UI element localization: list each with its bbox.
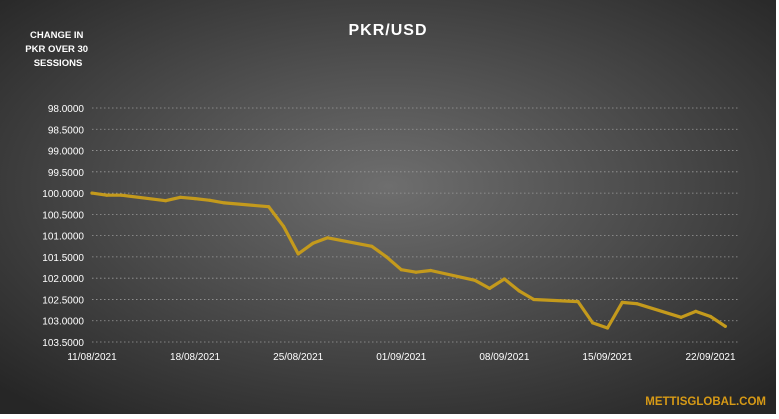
x-tick-label: 22/09/2021	[686, 352, 736, 363]
data-point	[311, 241, 315, 245]
y-axis-label-line-3: SESSIONS	[34, 58, 83, 69]
y-tick-label: 102.0000	[42, 274, 84, 285]
data-point	[517, 289, 521, 293]
data-point	[399, 268, 403, 272]
data-point	[532, 297, 536, 302]
x-tick-label: 01/09/2021	[376, 352, 426, 363]
data-point	[679, 315, 683, 319]
y-axis-label-line-1: CHANGE IN	[30, 30, 83, 41]
y-tick-label: 98.0000	[48, 104, 85, 115]
data-point	[708, 314, 713, 319]
watermark-text: METTISGLOBAL.COM	[645, 396, 766, 408]
data-point	[384, 255, 389, 259]
data-point	[178, 195, 182, 199]
data-point	[620, 300, 624, 304]
data-point	[119, 193, 124, 197]
x-tick-label: 08/09/2021	[479, 352, 529, 363]
data-point	[502, 277, 506, 281]
x-tick-label: 15/09/2021	[582, 352, 632, 363]
y-axis-label: CHANGE IN PKR OVER 30 SESSIONS	[25, 30, 90, 69]
series-layer	[90, 191, 727, 330]
series-line	[90, 191, 727, 330]
data-point	[635, 302, 639, 306]
data-point	[326, 236, 330, 240]
x-tick-label: 11/08/2021	[67, 352, 117, 363]
y-axis-label-line-2: PKR OVER 30	[25, 44, 88, 55]
data-point	[414, 270, 418, 274]
y-tick-label: 99.5000	[48, 168, 85, 179]
x-tick-label: 25/08/2021	[273, 352, 323, 363]
data-point	[576, 300, 580, 304]
data-point	[591, 321, 595, 325]
data-point	[429, 268, 433, 273]
data-point	[370, 244, 374, 248]
data-point	[222, 201, 227, 205]
data-point	[473, 278, 477, 282]
data-point	[723, 324, 727, 328]
data-point	[208, 198, 212, 202]
y-tick-label: 100.0000	[42, 189, 84, 200]
y-tick-label: 101.0000	[42, 232, 84, 243]
data-point	[605, 326, 610, 330]
data-point	[296, 252, 300, 256]
y-tick-label: 103.5000	[42, 338, 84, 349]
y-tick-label: 99.0000	[48, 147, 85, 158]
data-point	[694, 309, 698, 313]
data-point	[281, 224, 286, 228]
data-point	[193, 197, 197, 201]
data-point	[488, 286, 492, 290]
gridlines	[92, 107, 740, 343]
data-point	[267, 205, 271, 209]
y-tick-label: 98.5000	[48, 125, 85, 136]
chart-title: PKR/USD	[348, 22, 427, 39]
y-tick-labels: 98.0000 98.5000 99.0000 99.5000 100.0000 100.…	[42, 104, 84, 349]
x-tick-label: 18/08/2021	[170, 352, 220, 363]
x-tick-labels: 11/08/2021 18/08/2021 25/08/2021 01/09/2021…	[67, 352, 736, 363]
data-point	[164, 199, 168, 203]
y-tick-label: 102.5000	[42, 295, 84, 306]
y-tick-label: 100.5000	[42, 210, 84, 221]
data-point	[90, 191, 94, 195]
y-tick-label: 101.5000	[42, 253, 84, 264]
data-point	[105, 193, 109, 197]
y-tick-label: 103.0000	[42, 317, 84, 328]
